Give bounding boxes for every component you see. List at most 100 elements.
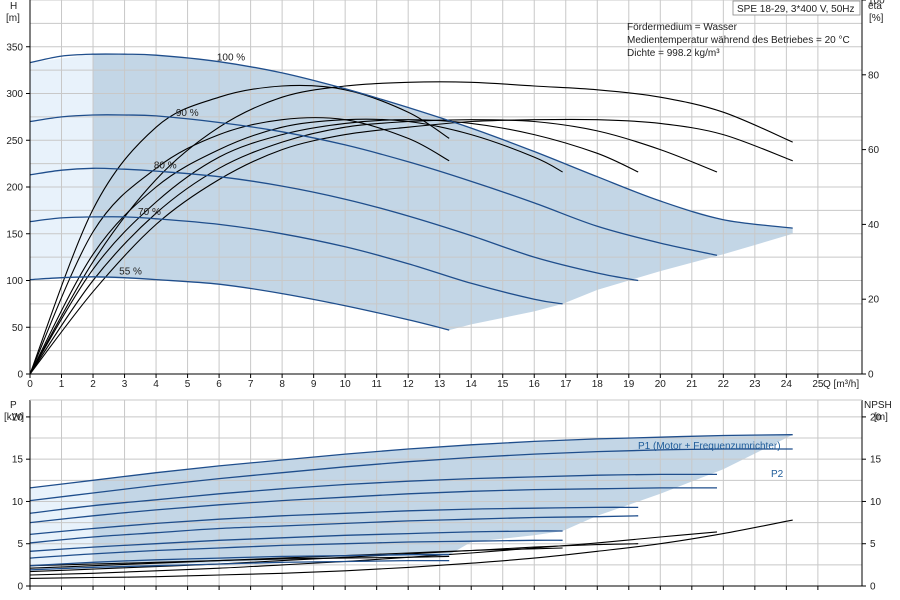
head-tick-label: 50 <box>12 323 24 334</box>
head-tick-label: 0 <box>17 370 23 381</box>
q-tick-label: 23 <box>749 379 761 390</box>
eta-curve <box>29 81 793 375</box>
bottom-grid <box>29 400 863 587</box>
eta-axis-unit: [%] <box>869 13 884 24</box>
eta-tick-label: 40 <box>868 220 880 231</box>
q-tick-label: 11 <box>371 379 382 390</box>
power-tick-label: 5 <box>17 539 23 550</box>
chart-title: SPE 18-29, 3*400 V, 50Hz <box>737 4 855 15</box>
head-tick-label: 150 <box>6 229 23 240</box>
power-curve <box>29 515 639 544</box>
q-tick-label: 15 <box>497 379 509 390</box>
npsh-tick-label: 10 <box>870 497 882 508</box>
head-curves: 100 % 90 % 80 % 70 % 55 % <box>29 53 793 331</box>
q-tick-label: 14 <box>466 379 478 390</box>
p2-curve-label: P2 <box>771 469 784 480</box>
head-tick-label: 300 <box>6 89 23 100</box>
q-tick-label: 2 <box>90 379 96 390</box>
npsh-tick-label: 0 <box>870 582 876 593</box>
head-tick-label: 200 <box>6 183 23 194</box>
power-curve <box>29 539 563 559</box>
npsh-curve <box>29 547 563 569</box>
power-curve <box>29 473 718 514</box>
p1-curve-label: P1 (Motor + Frequenzumrichter) <box>638 441 781 452</box>
head-curve-label: 80 % <box>154 161 177 172</box>
head-curve <box>29 53 793 229</box>
head-axis-unit: [m] <box>6 13 20 24</box>
power-curve <box>29 434 793 489</box>
power-tick-label: 0 <box>17 582 23 593</box>
npsh-curve <box>29 519 793 579</box>
npsh-axis-unit: [m] <box>874 412 888 423</box>
head-curve <box>29 276 450 331</box>
q-tick-label: 17 <box>560 379 572 390</box>
eta-tick-label: 80 <box>868 70 880 81</box>
power-curve <box>29 530 563 552</box>
q-tick-label: 1 <box>59 379 65 390</box>
npsh-curves <box>29 519 793 579</box>
npsh-tick-label: 20 <box>870 412 882 423</box>
power-axis-label: P <box>10 400 17 411</box>
q-tick-label: 8 <box>279 379 285 390</box>
head-curve <box>29 114 718 256</box>
q-tick-label: 0 <box>27 379 33 390</box>
q-tick-label: 24 <box>781 379 793 390</box>
head-tick-label: 350 <box>6 42 23 53</box>
efficiency-curves <box>29 81 793 375</box>
eta-curve <box>29 117 450 375</box>
title-box <box>732 0 861 16</box>
npsh-axis-label: NPSH <box>864 400 892 411</box>
power-curve <box>29 554 450 567</box>
head-curve <box>29 216 563 305</box>
q-tick-label: 13 <box>434 379 446 390</box>
head-tick-label: 100 <box>6 276 23 287</box>
q-tick-label: 5 <box>185 379 191 390</box>
eta-tick-label: 0 <box>868 370 874 381</box>
eta-tick-label: 60 <box>868 145 880 156</box>
eta-tick-label: 100 <box>868 0 885 7</box>
q-tick-label: 25 <box>812 379 824 390</box>
q-tick-label: 21 <box>686 379 698 390</box>
power-curve <box>29 487 718 524</box>
note-density: Dichte = 998.2 kg/m³ <box>627 48 720 59</box>
power-tick-label: 15 <box>12 455 24 466</box>
q-tick-label: 9 <box>311 379 317 390</box>
eta-axis-label: eta <box>868 1 882 12</box>
head-curve-label: 90 % <box>176 108 199 119</box>
head-curve-label: 70 % <box>138 207 161 218</box>
note-temperature: Medientemperatur während des Betriebes =… <box>627 35 850 46</box>
npsh-curve <box>29 531 718 576</box>
power-curve <box>29 448 793 502</box>
q-tick-label: 22 <box>718 379 730 390</box>
power-tick-label: 10 <box>12 497 24 508</box>
q-tick-label: 16 <box>529 379 541 390</box>
head-tick-label: 250 <box>6 136 23 147</box>
operating-area <box>93 54 793 331</box>
x-axis-label: Q [m³/h] <box>823 379 859 390</box>
q-tick-label: 7 <box>248 379 254 390</box>
q-tick-label: 19 <box>623 379 635 390</box>
q-tick-label: 4 <box>153 379 159 390</box>
q-tick-label: 10 <box>340 379 352 390</box>
power-curve <box>29 559 450 571</box>
note-medium: Fördermedium = Wasser <box>627 22 738 33</box>
power-axis-unit: [kW] <box>4 412 24 423</box>
power-curves <box>29 434 793 571</box>
head-curve-label: 100 % <box>217 53 245 64</box>
q-tick-label: 3 <box>122 379 128 390</box>
eta-curve <box>29 84 450 375</box>
bottom-axes: 0 5 10 15 20 0 5 10 15 20 <box>12 399 882 593</box>
eta-curve <box>29 119 639 375</box>
q-tick-label: 18 <box>592 379 604 390</box>
q-tick-label: 12 <box>403 379 415 390</box>
q-tick-label: 20 <box>655 379 667 390</box>
npsh-curve <box>29 555 450 567</box>
eta-curve <box>29 118 563 375</box>
npsh-curve <box>29 543 639 573</box>
bottom-operating-area <box>30 434 793 570</box>
npsh-tick-label: 15 <box>870 455 882 466</box>
power-tick-label: 20 <box>12 412 24 423</box>
head-axis-label: H <box>10 1 17 12</box>
